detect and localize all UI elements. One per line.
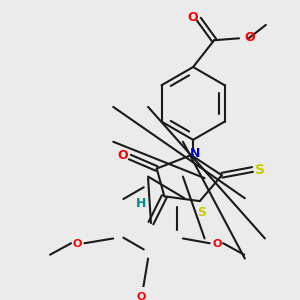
Text: O: O [137, 292, 146, 300]
Text: O: O [213, 239, 222, 249]
Text: N: N [190, 147, 200, 160]
Text: O: O [117, 148, 128, 162]
Text: O: O [188, 11, 198, 24]
Text: O: O [72, 239, 82, 249]
Text: H: H [136, 197, 147, 211]
Text: S: S [255, 164, 265, 178]
Text: O: O [245, 31, 255, 44]
Text: S: S [197, 206, 206, 219]
